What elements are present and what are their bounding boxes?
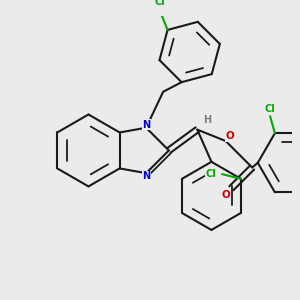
Text: Cl: Cl: [265, 103, 275, 114]
Text: N: N: [142, 171, 150, 181]
Text: O: O: [226, 131, 235, 141]
Text: Cl: Cl: [154, 0, 165, 8]
Text: N: N: [142, 120, 150, 130]
Text: O: O: [221, 190, 230, 200]
Text: H: H: [202, 115, 211, 125]
Text: Cl: Cl: [205, 169, 216, 179]
